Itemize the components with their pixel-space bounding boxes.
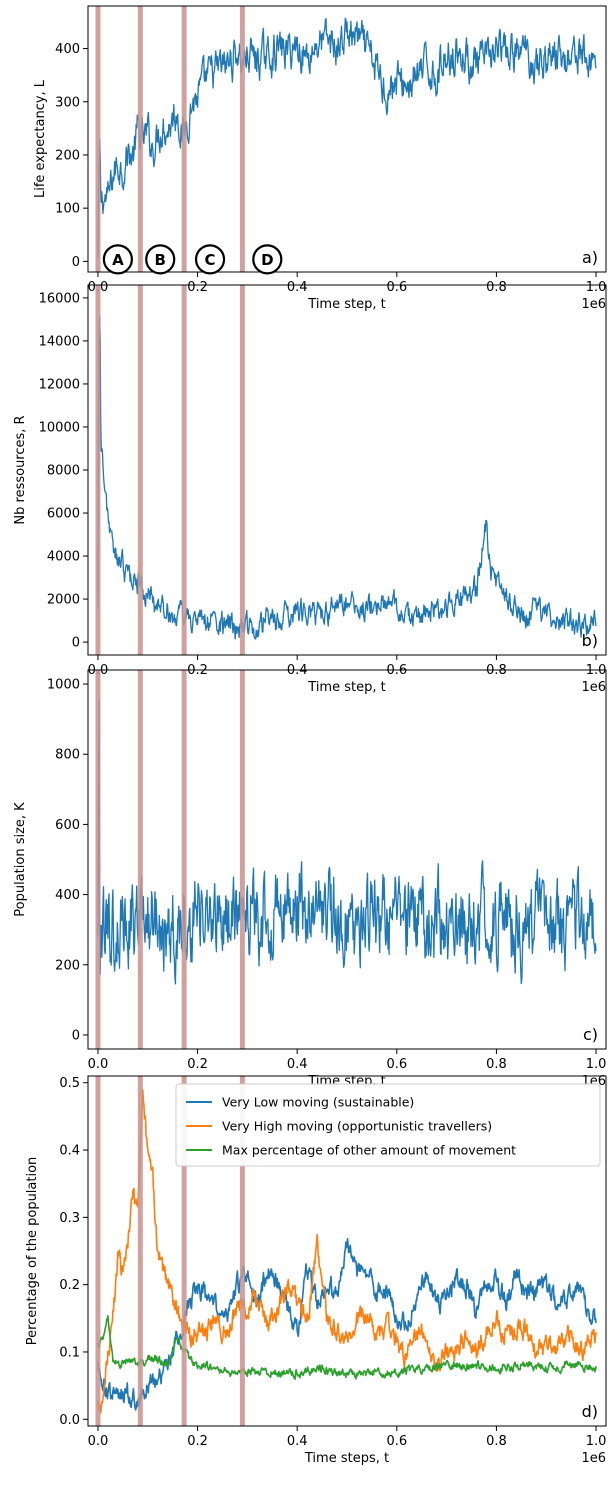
series-line-b — [97, 315, 597, 640]
y-tick-label: 4000 — [47, 550, 80, 565]
y-tick-label: 0.5 — [59, 1076, 80, 1091]
panel-b: 0.00.20.40.60.81.00200040006000800010000… — [13, 284, 607, 695]
y-tick-label: 0 — [72, 636, 80, 651]
y-axis-label: Percentage of the population — [25, 1157, 40, 1346]
x-tick-label: 0.0 — [88, 1434, 109, 1449]
x-tick-label: 0.8 — [486, 1057, 507, 1072]
y-tick-label: 0.3 — [59, 1211, 80, 1226]
x-tick-label: 0.6 — [386, 1434, 407, 1449]
phase-marker-label: B — [155, 251, 166, 269]
x-tick-label: 0.2 — [187, 1434, 208, 1449]
y-axis-label: Life expectancy, L — [33, 79, 48, 198]
x-tick-label: 0.6 — [386, 280, 407, 295]
x-tick-label: 0.4 — [287, 280, 308, 295]
x-axis-label: Time step, t — [307, 680, 385, 695]
legend-label: Max percentage of other amount of moveme… — [222, 1143, 516, 1158]
y-tick-label: 800 — [55, 748, 80, 763]
y-tick-label: 16000 — [39, 291, 80, 306]
y-tick-label: 1000 — [47, 678, 80, 693]
y-tick-label: 8000 — [47, 464, 80, 479]
legend-box — [175, 1083, 601, 1167]
panel-d: 0.0 0.2 0.4 0.6 0.8 1.0 0.0 0.1 0.2 0.3 0.4 0.5 Time… — [25, 1075, 607, 1466]
legend-label: Very Low moving (sustainable) — [222, 1095, 414, 1110]
legend-label: Very High moving (opportunistic travelle… — [222, 1119, 492, 1134]
x-tick-label: 1.0 — [586, 280, 607, 295]
y-tick-label: 600 — [55, 818, 80, 833]
phase-marker-label: D — [261, 251, 273, 269]
x-tick-label: 0.4 — [287, 1434, 308, 1449]
y-tick-label: 0.0 — [59, 1413, 80, 1428]
phase-marker-circle — [194, 244, 226, 275]
series-line-0 — [97, 1238, 597, 1411]
y-tick-label: 6000 — [47, 507, 80, 522]
y-tick-label: 10000 — [39, 420, 80, 435]
y-axis-label: Population size, K — [13, 802, 28, 917]
y-tick-label: 0.1 — [59, 1345, 80, 1360]
y-tick-label: 0.2 — [59, 1278, 80, 1293]
phase-marker-circle — [145, 244, 176, 275]
x-tick-label: 0.2 — [187, 1057, 208, 1072]
panel-label: a) — [582, 248, 598, 267]
y-tick-label: 400 — [55, 888, 80, 903]
panel-label: c) — [583, 1025, 598, 1044]
y-tick-label: 300 — [55, 95, 80, 110]
axes-frame — [87, 5, 607, 273]
x-tick-label: 0.2 — [187, 280, 208, 295]
y-tick-label: 100 — [55, 202, 80, 217]
y-tick-label: 12000 — [39, 377, 80, 392]
x-scale-label: 1e6 — [581, 297, 606, 312]
y-tick-label: 400 — [55, 42, 80, 57]
y-tick-label: 200 — [55, 958, 80, 973]
series-line-2 — [97, 1315, 597, 1380]
series-line-1 — [97, 1089, 597, 1414]
x-tick-label: 0.0 — [88, 1057, 109, 1072]
phase-marker-circle — [102, 244, 133, 275]
panel-label: b) — [582, 631, 598, 650]
x-tick-label: 1.0 — [586, 1057, 607, 1072]
x-axis-label: Time step, t — [307, 297, 385, 312]
phase-marker-circle — [252, 244, 283, 275]
x-tick-label: 0.8 — [486, 280, 507, 295]
axes-frame — [87, 1075, 607, 1427]
y-tick-label: 200 — [55, 148, 80, 163]
y-axis-label: Nb ressources, R — [13, 415, 28, 524]
series-line-a — [97, 17, 597, 258]
x-tick-label: 0.6 — [386, 1057, 407, 1072]
phase-marker-label: A — [112, 251, 124, 269]
x-axis-label: Time steps, t — [304, 1451, 389, 1466]
x-scale-label: 1e6 — [581, 1451, 606, 1466]
panel-c: 0.0 0.2 0.4 0.6 0.8 1.0 0 200 400 600 800 1000 Time … — [13, 669, 607, 1089]
y-tick-label: 0 — [72, 1028, 80, 1043]
y-tick-label: 2000 — [47, 593, 80, 608]
axes-frame — [87, 284, 607, 656]
phase-marker-label: C — [205, 251, 216, 269]
panel-label: d) — [582, 1402, 598, 1421]
x-tick-label: 0.4 — [287, 1057, 308, 1072]
x-tick-label: 0.8 — [486, 1434, 507, 1449]
series-line-c — [97, 698, 597, 985]
x-scale-label: 1e6 — [581, 680, 606, 695]
x-tick-label: 1.0 — [586, 1434, 607, 1449]
y-tick-label: 0.4 — [59, 1144, 80, 1159]
axes-frame — [87, 669, 607, 1050]
y-tick-label: 14000 — [39, 334, 80, 349]
y-tick-label: 0 — [72, 255, 80, 270]
